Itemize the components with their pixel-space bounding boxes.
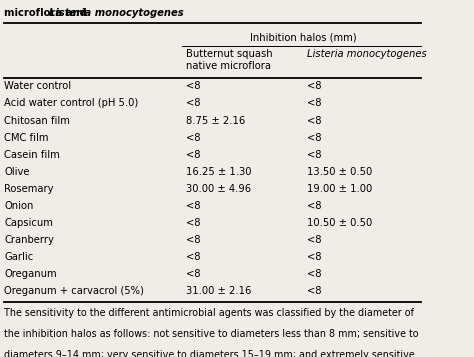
Text: CMC film: CMC film — [4, 132, 49, 143]
Text: Oreganum: Oreganum — [4, 269, 57, 279]
Text: <8: <8 — [307, 132, 321, 143]
Text: <8: <8 — [186, 218, 201, 228]
Text: <8: <8 — [186, 252, 201, 262]
Text: <8: <8 — [307, 201, 321, 211]
Text: microflora and: microflora and — [4, 8, 91, 18]
Text: <8: <8 — [307, 99, 321, 109]
Text: Olive: Olive — [4, 167, 30, 177]
Text: Inhibition halos (mm): Inhibition halos (mm) — [250, 33, 357, 43]
Text: <8: <8 — [186, 235, 201, 245]
Text: Listeria monocytogenes: Listeria monocytogenes — [307, 49, 427, 59]
Text: 8.75 ± 2.16: 8.75 ± 2.16 — [186, 116, 246, 126]
Text: Oreganum + carvacrol (5%): Oreganum + carvacrol (5%) — [4, 286, 144, 296]
Text: <8: <8 — [186, 132, 201, 143]
Text: Rosemary: Rosemary — [4, 184, 54, 194]
Text: <8: <8 — [186, 99, 201, 109]
Text: the inhibition halos as follows: not sensitive to diameters less than 8 mm; sens: the inhibition halos as follows: not sen… — [4, 329, 419, 339]
Text: <8: <8 — [307, 269, 321, 279]
Text: 10.50 ± 0.50: 10.50 ± 0.50 — [307, 218, 372, 228]
Text: <8: <8 — [307, 150, 321, 160]
Text: <8: <8 — [186, 201, 201, 211]
Text: <8: <8 — [307, 235, 321, 245]
Text: <8: <8 — [186, 150, 201, 160]
Text: <8: <8 — [307, 286, 321, 296]
Text: <8: <8 — [307, 116, 321, 126]
Text: Garlic: Garlic — [4, 252, 34, 262]
Text: The sensitivity to the different antimicrobial agents was classified by the diam: The sensitivity to the different antimic… — [4, 308, 414, 318]
Text: Listeria monocytogenes: Listeria monocytogenes — [49, 8, 184, 18]
Text: Chitosan film: Chitosan film — [4, 116, 70, 126]
Text: Butternut squash
native microflora: Butternut squash native microflora — [186, 49, 273, 71]
Text: Onion: Onion — [4, 201, 34, 211]
Text: 16.25 ± 1.30: 16.25 ± 1.30 — [186, 167, 252, 177]
Text: Capsicum: Capsicum — [4, 218, 53, 228]
Text: <8: <8 — [307, 81, 321, 91]
Text: 13.50 ± 0.50: 13.50 ± 0.50 — [307, 167, 372, 177]
Text: Casein film: Casein film — [4, 150, 60, 160]
Text: Water control: Water control — [4, 81, 72, 91]
Text: 19.00 ± 1.00: 19.00 ± 1.00 — [307, 184, 372, 194]
Text: <8: <8 — [186, 269, 201, 279]
Text: Cranberry: Cranberry — [4, 235, 54, 245]
Text: <8: <8 — [186, 81, 201, 91]
Text: 31.00 ± 2.16: 31.00 ± 2.16 — [186, 286, 252, 296]
Text: <8: <8 — [307, 252, 321, 262]
Text: 30.00 ± 4.96: 30.00 ± 4.96 — [186, 184, 251, 194]
Text: Acid water control (pH 5.0): Acid water control (pH 5.0) — [4, 99, 138, 109]
Text: diameters 9–14 mm; very sensitive to diameters 15–19 mm; and extremely sensitive: diameters 9–14 mm; very sensitive to dia… — [4, 350, 415, 357]
